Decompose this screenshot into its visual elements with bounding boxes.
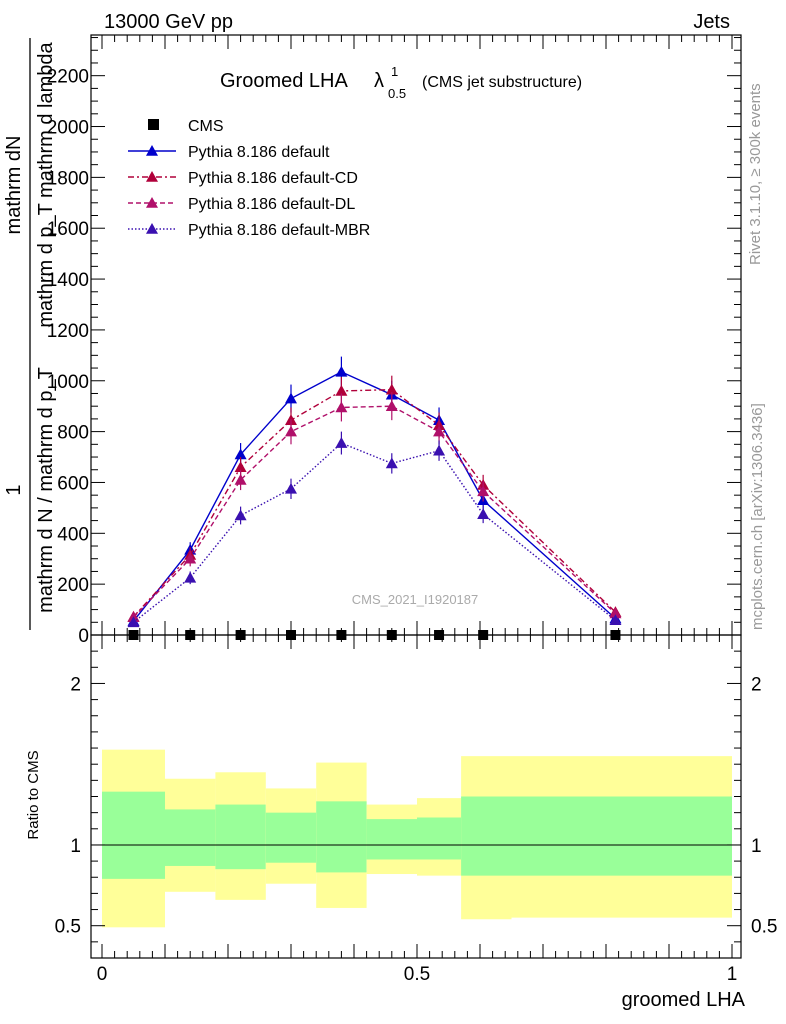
mcplots-label: mcplots.cern.ch [arXiv:1306.3436] xyxy=(749,403,766,630)
series-point xyxy=(234,509,247,521)
header-left: 13000 GeV pp xyxy=(104,11,233,33)
green-band-bin xyxy=(316,801,367,873)
green-band-bin xyxy=(511,796,732,876)
series-point xyxy=(127,616,140,628)
green-band-bin xyxy=(417,817,462,860)
series-point xyxy=(184,571,197,583)
y-tick-label: 1600 xyxy=(47,219,89,240)
x-tick-label: 0.5 xyxy=(404,964,430,985)
legend-label: CMS xyxy=(188,118,224,135)
series-point xyxy=(385,383,398,395)
series-line xyxy=(132,388,616,618)
series-point xyxy=(433,444,446,456)
series-point xyxy=(385,457,398,469)
ratio-y-tick-label: 2 xyxy=(70,674,81,695)
title-lambda: λ xyxy=(374,70,384,92)
ratio-y-tick-label-right: 1 xyxy=(751,836,762,857)
y-tick-label: 1000 xyxy=(47,372,89,393)
series-point xyxy=(234,473,247,485)
legend-marker xyxy=(148,119,159,130)
legend-label: Pythia 8.186 default-DL xyxy=(188,196,355,213)
y-tick-label: 200 xyxy=(57,575,89,596)
green-band-bin xyxy=(102,791,165,879)
series-point xyxy=(609,607,622,619)
legend-label: Pythia 8.186 default-CD xyxy=(188,170,358,187)
series-point xyxy=(385,400,398,411)
series-point xyxy=(335,384,348,396)
y-tick-label: 2000 xyxy=(47,118,89,139)
series-point xyxy=(285,425,297,437)
axes: 0200400600800100012001400160018002000220… xyxy=(47,34,777,985)
y-tick-label: 400 xyxy=(57,524,89,545)
legend-label: Pythia 8.186 default xyxy=(188,144,330,161)
xlabel: groomed LHA xyxy=(622,989,746,1011)
y-tick-label: 1200 xyxy=(47,321,89,342)
title-sub: 0.5 xyxy=(388,86,406,101)
ylabel-line4: mathrm d p_T mathrm d lambda xyxy=(35,41,57,327)
ylabel-line3: mathrm dN xyxy=(3,136,25,235)
ratio-bands xyxy=(91,749,741,928)
x-tick-label: 1 xyxy=(727,964,738,985)
green-band-bin xyxy=(165,809,216,866)
series-point xyxy=(335,401,348,413)
rivet-label: Rivet 3.1.10, ≥ 300k events xyxy=(747,83,764,265)
legend-marker xyxy=(146,171,158,182)
ratio-y-tick-label-right: 0.5 xyxy=(751,917,777,938)
plot-title: Groomed LHA λ 1 0.5 (CMS jet substructur… xyxy=(220,64,582,101)
y-tick-label: 1800 xyxy=(47,168,89,189)
legend-label: Pythia 8.186 default-MBR xyxy=(188,222,370,239)
series-point xyxy=(285,482,297,494)
ylabel-line2: mathrm d N / mathrm d p_T xyxy=(35,367,57,613)
legend-marker xyxy=(146,197,158,208)
legend: CMS Pythia 8.186 default Pythia 8.186 defa… xyxy=(128,118,370,239)
ylabel-line1: 1 xyxy=(3,484,25,495)
y-tick-label: 1400 xyxy=(47,270,89,291)
series-point xyxy=(335,437,348,448)
series-point xyxy=(234,461,247,473)
y-tick-label: 0 xyxy=(78,626,89,647)
legend-marker xyxy=(146,223,158,234)
green-band-bin xyxy=(366,819,417,860)
series-point xyxy=(433,425,446,437)
main-ylabel: 1 mathrm d N / mathrm d p_T mathrm dN ma… xyxy=(3,38,57,630)
series-point xyxy=(184,552,197,564)
series-line xyxy=(132,371,616,622)
series-line xyxy=(132,405,616,618)
header-right: Jets xyxy=(693,11,730,33)
ratio-ylabel: Ratio to CMS xyxy=(25,750,42,839)
ratio-y-tick-label: 1 xyxy=(70,836,81,857)
y-tick-label: 600 xyxy=(57,473,89,494)
green-band-bin xyxy=(265,812,317,863)
green-band-bin xyxy=(215,804,266,870)
y-tick-label: 800 xyxy=(57,423,89,444)
ratio-y-tick-label-right: 2 xyxy=(751,674,762,695)
series-point xyxy=(234,448,247,460)
x-tick-label: 0 xyxy=(97,964,108,985)
green-band-bin xyxy=(461,796,512,876)
ratio-y-tick-label: 0.5 xyxy=(55,917,81,938)
series-point xyxy=(285,392,297,404)
watermark: CMS_2021_I1920187 xyxy=(352,592,479,607)
series-point xyxy=(477,485,490,497)
series-point xyxy=(477,508,490,520)
series-point xyxy=(335,365,348,377)
series-point xyxy=(609,614,622,626)
main-series xyxy=(127,356,622,640)
y-tick-label: 2200 xyxy=(47,67,89,88)
legend-marker xyxy=(146,145,158,156)
title-suffix: (CMS jet substructure) xyxy=(422,74,582,91)
title-sup: 1 xyxy=(391,64,398,79)
title-main: Groomed LHA xyxy=(220,70,348,92)
